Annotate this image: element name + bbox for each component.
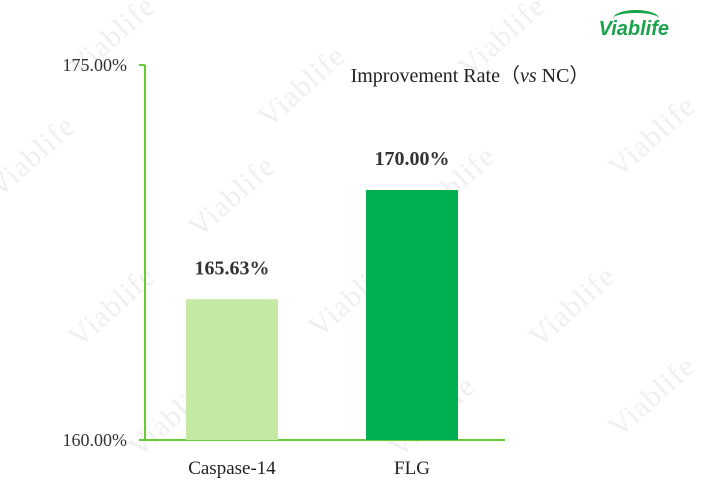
bar-flg bbox=[366, 190, 458, 440]
x-tick-label: FLG bbox=[394, 458, 430, 479]
logo-swoosh-icon bbox=[613, 10, 659, 27]
x-tick-label: Caspase-14 bbox=[188, 458, 276, 479]
y-tick-label: 160.00% bbox=[63, 430, 128, 450]
brand-logo: Viablife bbox=[598, 18, 669, 40]
data-label: 170.00% bbox=[375, 148, 450, 170]
data-label: 165.63% bbox=[195, 257, 270, 279]
y-tick-label: 175.00% bbox=[63, 55, 128, 75]
bar-caspase-14 bbox=[186, 299, 278, 440]
chart-title: Improvement Rate（vs NC） bbox=[351, 64, 590, 87]
